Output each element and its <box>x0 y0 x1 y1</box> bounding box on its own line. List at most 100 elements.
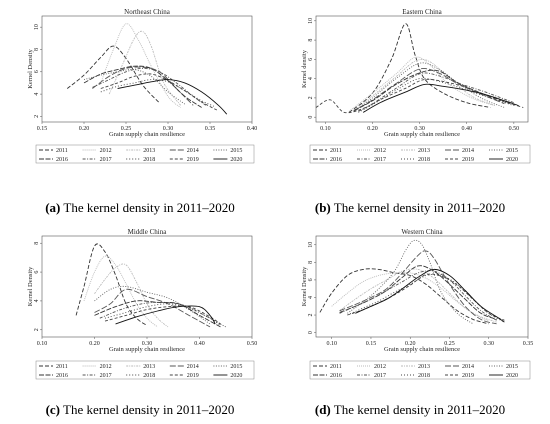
legend-label-2014: 2014 <box>462 148 474 154</box>
series-line-2016 <box>94 300 221 328</box>
panel-title: Northeast China <box>124 8 171 16</box>
caption-text: The kernel density in 2011–2020 <box>60 402 234 417</box>
x-tick-label: 0.30 <box>483 341 494 347</box>
caption-letter: (b) <box>315 200 331 215</box>
x-tick-label: 0.30 <box>142 341 153 347</box>
legend-label-2018: 2018 <box>143 157 155 163</box>
series-line-2020 <box>355 268 505 323</box>
panel-d: Western China 0.10 0.15 0.20 0.25 0.30 0.35 0 2 4… <box>301 228 533 417</box>
legend-label-2014: 2014 <box>187 364 199 370</box>
legend-label-2016: 2016 <box>56 157 68 163</box>
caption-letter: (d) <box>315 402 331 417</box>
y-tick-label: 4 <box>34 299 40 302</box>
legend-label-2017: 2017 <box>374 373 386 379</box>
legend-label-2012: 2012 <box>100 364 112 370</box>
series-line-2020 <box>115 305 216 325</box>
panel-caption: (c) The kernel density in 2011–2020 <box>46 402 235 417</box>
y-axis-label: Kernel Density <box>27 266 34 306</box>
legend-label-2016: 2016 <box>330 157 342 163</box>
legend-label-2013: 2013 <box>418 364 430 370</box>
legend-label-2019: 2019 <box>187 157 199 163</box>
y-tick-label: 4 <box>308 296 314 299</box>
series-line-2014 <box>94 288 211 328</box>
caption-text: The kernel density in 2011–2020 <box>331 200 505 215</box>
y-tick-label: 4 <box>308 77 314 80</box>
panel-b: Eastern China 0.10 0.20 0.30 0.40 0.50 0 2 4 6 8 10… <box>301 8 531 215</box>
series-line-2019 <box>315 78 524 114</box>
x-tick-label: 0.40 <box>194 341 205 347</box>
panel-title: Eastern China <box>402 8 442 16</box>
x-tick-label: 0.10 <box>326 341 337 347</box>
x-tick-label: 0.30 <box>414 126 425 132</box>
series-line-2012 <box>331 271 489 322</box>
x-tick-label: 0.20 <box>367 126 378 132</box>
series-line-2019 <box>104 305 221 325</box>
legend-box <box>35 360 255 380</box>
legend-label-2019: 2019 <box>187 373 199 379</box>
legend-box <box>309 144 531 164</box>
y-tick-label: 6 <box>308 278 314 281</box>
series-line-2015 <box>353 62 505 112</box>
legend-label-2015: 2015 <box>506 364 518 370</box>
legend-label-2011: 2011 <box>330 364 342 370</box>
x-tick-label: 0.15 <box>366 341 377 347</box>
series-line-2020 <box>117 79 228 115</box>
legend-label-2014: 2014 <box>187 148 199 154</box>
legend-label-2013: 2013 <box>418 148 430 154</box>
series-line-2019 <box>100 73 219 112</box>
series-line-2017 <box>358 72 515 112</box>
x-tick-label: 0.15 <box>37 126 48 132</box>
legend-label-2016: 2016 <box>330 373 342 379</box>
y-tick-label: 8 <box>34 242 40 245</box>
legend-label-2011: 2011 <box>330 148 342 154</box>
x-tick-label: 0.20 <box>405 341 416 347</box>
series-line-2016 <box>339 265 497 320</box>
series-line-2015 <box>83 68 186 105</box>
y-tick-label: 2 <box>34 328 40 331</box>
series-line-2012 <box>83 255 158 328</box>
series-line-2020 <box>362 83 519 113</box>
caption-letter: (a) <box>45 200 60 215</box>
legend-label-2017: 2017 <box>100 157 112 163</box>
series-line-2011 <box>319 268 489 325</box>
panel-a: Northeast China 0.15 0.20 0.25 0.30 0.35 0.40 2… <box>27 8 257 215</box>
series-line-2011 <box>348 23 491 113</box>
panel-title: Middle China <box>128 228 168 236</box>
legend-label-2018: 2018 <box>143 373 155 379</box>
x-tick-label: 0.20 <box>89 341 100 347</box>
series-line-2018 <box>347 274 505 323</box>
y-tick-label: 2 <box>308 96 314 99</box>
series-line-2014 <box>92 66 194 106</box>
x-tick-label: 0.10 <box>320 126 331 132</box>
legend-label-2017: 2017 <box>100 373 112 379</box>
caption-text: The kernel density in 2011–2020 <box>331 402 505 417</box>
y-tick-label: 4 <box>34 93 40 96</box>
series-line-2013 <box>339 268 497 323</box>
series-line-2016 <box>353 69 510 111</box>
series-line-2015 <box>347 239 474 325</box>
x-tick-label: 0.20 <box>79 126 90 132</box>
legend-label-2014: 2014 <box>462 364 474 370</box>
plot-frame <box>41 235 253 338</box>
legend-label-2016: 2016 <box>56 373 68 379</box>
legend-label-2020: 2020 <box>230 157 242 163</box>
legend-label-2018: 2018 <box>418 157 430 163</box>
legend-label-2015: 2015 <box>506 148 518 154</box>
series-line-2014 <box>353 68 505 112</box>
y-tick-label: 10 <box>308 242 314 248</box>
y-tick-label: 10 <box>34 24 40 30</box>
series-line-2017 <box>99 301 226 328</box>
legend-label-2015: 2015 <box>230 148 242 154</box>
y-tick-label: 0 <box>308 331 314 334</box>
legend-label-2011: 2011 <box>56 148 68 154</box>
series-line-2011 <box>75 243 148 326</box>
series-line-2018 <box>358 77 515 113</box>
legend-label-2012: 2012 <box>374 364 386 370</box>
series-line-2013 <box>108 30 181 106</box>
legend-box <box>35 144 255 164</box>
x-tick-label: 0.50 <box>247 341 258 347</box>
series-line-2017 <box>339 270 497 321</box>
series-line-2012 <box>100 23 181 108</box>
series-line-2018 <box>104 303 221 326</box>
